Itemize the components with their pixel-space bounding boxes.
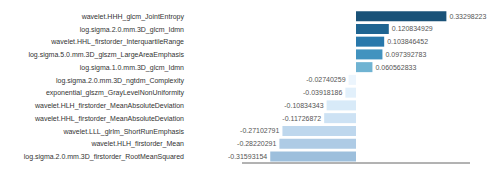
svg-text:wavelet.HHL_firstorder_Interqu: wavelet.HHL_firstorder_InterquartileRang… <box>50 38 184 46</box>
svg-text:-0.11726872: -0.11726872 <box>282 115 321 122</box>
svg-text:-0.28220291: -0.28220291 <box>237 140 276 147</box>
svg-text:-0.10834343: -0.10834343 <box>284 102 323 109</box>
svg-text:log.sigma.1.0.mm.3D_glcm_Idmn: log.sigma.1.0.mm.3D_glcm_Idmn <box>80 64 184 72</box>
svg-text:-0.31593154: -0.31593154 <box>228 153 267 160</box>
svg-text:0.103846452: 0.103846452 <box>387 38 428 45</box>
svg-text:log.sigma.5.0.mm.3D_glszm_Larg: log.sigma.5.0.mm.3D_glszm_LargeAreaEmpha… <box>28 51 184 59</box>
svg-text:wavelet.HLH_firstorder_Mean: wavelet.HLH_firstorder_Mean <box>90 140 184 148</box>
svg-text:log.sigma.2.0.mm.3D_ngtdm_Comp: log.sigma.2.0.mm.3D_ngtdm_Complexity <box>56 77 184 85</box>
svg-text:-0.27102791: -0.27102791 <box>240 127 279 134</box>
svg-text:exponential_glszm_GrayLevelNon: exponential_glszm_GrayLevelNonUniformity <box>46 89 185 97</box>
svg-text:log.sigma.2.0.mm.3D_firstorder: log.sigma.2.0.mm.3D_firstorder_RootMeanS… <box>24 153 184 161</box>
svg-text:0.060562833: 0.060562833 <box>375 64 416 71</box>
svg-text:0.097392783: 0.097392783 <box>385 51 426 58</box>
svg-text:wavelet.HHL_firstorder_MeanAbs: wavelet.HHL_firstorder_MeanAbsoluteDevia… <box>34 115 184 123</box>
svg-text:0.33298223: 0.33298223 <box>449 13 486 20</box>
svg-text:log.sigma.2.0.mm.3D_glcm_Idmn: log.sigma.2.0.mm.3D_glcm_Idmn <box>80 26 184 34</box>
svg-text:wavelet.HHH_glcm_JointEntropy: wavelet.HHH_glcm_JointEntropy <box>81 13 185 21</box>
svg-text:-0.03918186: -0.03918186 <box>303 89 342 96</box>
svg-text:0.120834929: 0.120834929 <box>392 25 433 32</box>
svg-text:wavelet.LLL_glrlm_ShortRunEmph: wavelet.LLL_glrlm_ShortRunEmphasis <box>62 128 184 136</box>
svg-text:-0.02740259: -0.02740259 <box>306 76 345 83</box>
svg-text:wavelet.HLH_firstorder_MeanAbs: wavelet.HLH_firstorder_MeanAbsoluteDevia… <box>34 102 184 110</box>
